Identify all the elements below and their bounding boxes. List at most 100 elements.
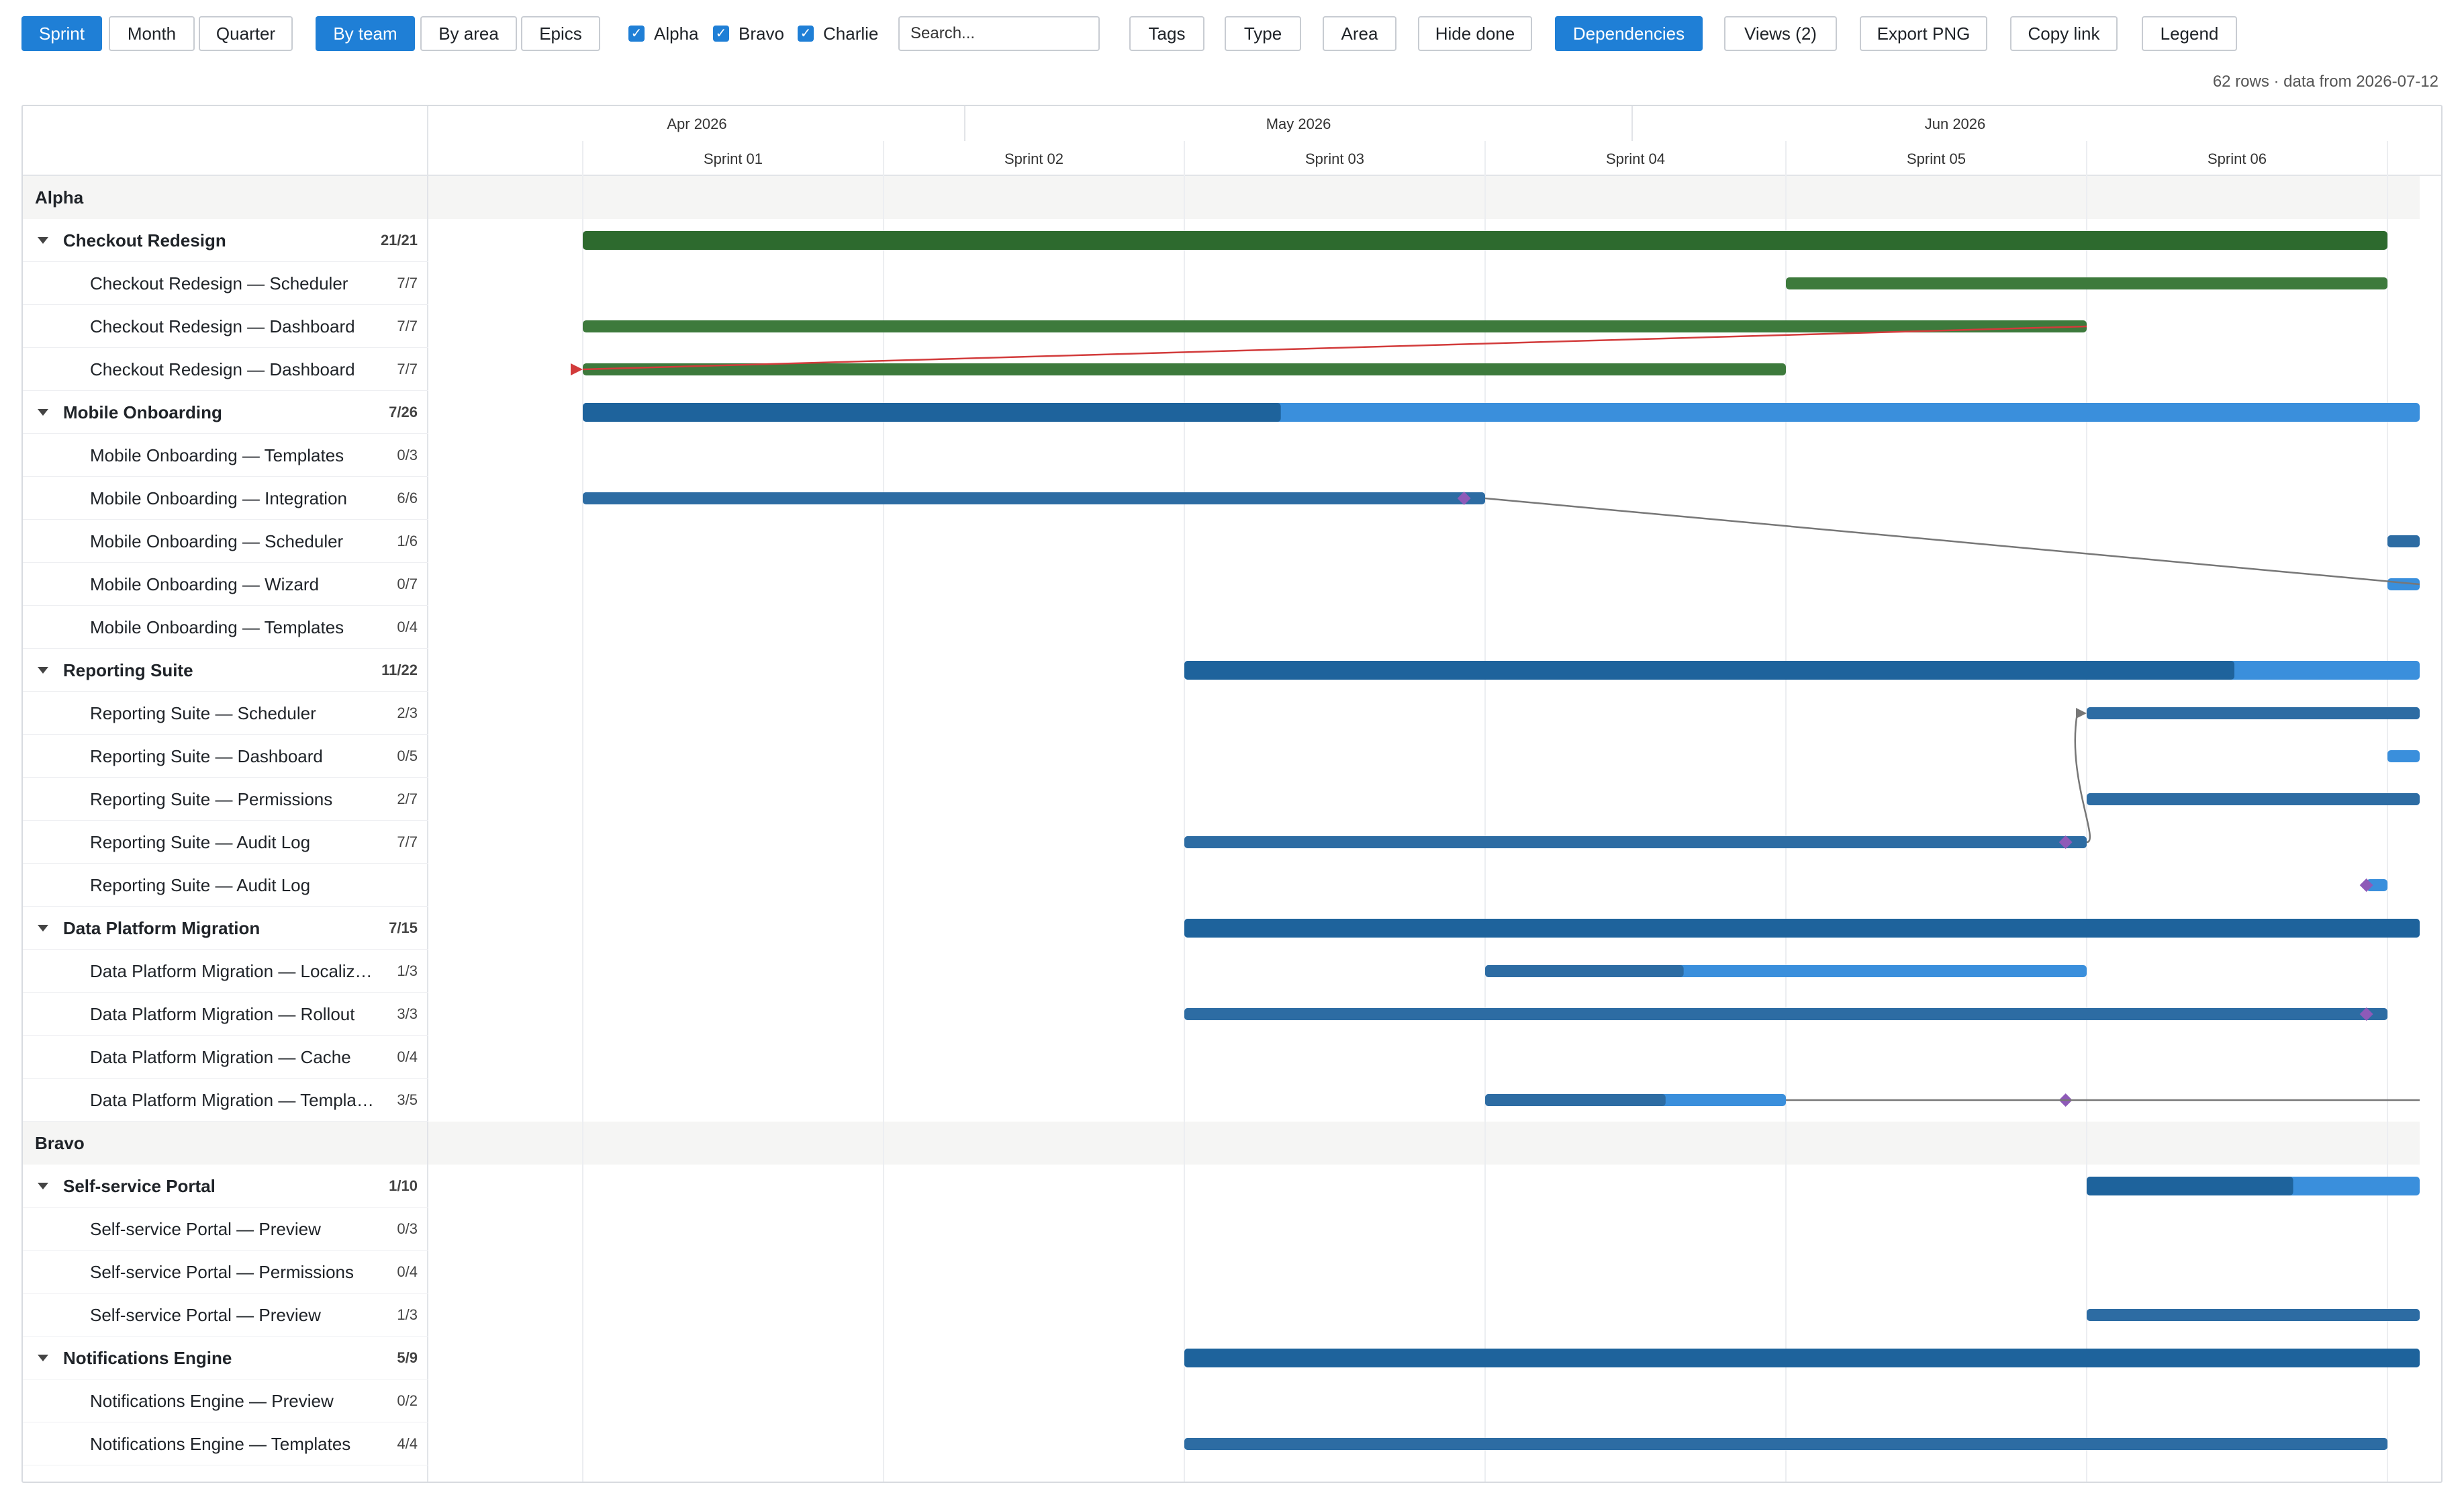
epic-row[interactable]: Self-service Portal 1/10 — [23, 1165, 428, 1208]
epic-row[interactable]: Notifications Engine 5/9 — [23, 1337, 428, 1379]
dependency-arrow-icon — [2076, 708, 2087, 719]
sprint-label: Sprint 06 — [2207, 150, 2267, 167]
task-bar-progress — [1184, 1438, 2387, 1450]
checkbox-check-icon: ✓ — [628, 26, 645, 42]
epic-row[interactable]: Reporting Suite 11/22 — [23, 649, 428, 692]
progress-count: 0/7 — [397, 576, 418, 592]
epic-bar — [583, 231, 2387, 250]
epic-bar-progress — [1184, 661, 2234, 680]
task-row[interactable]: Reporting Suite — Scheduler 2/3 — [23, 692, 428, 735]
sprint-label: Sprint 04 — [1605, 150, 1666, 167]
milestone-diamond-icon — [2359, 878, 2373, 892]
area-filter-button[interactable]: Area — [1323, 16, 1396, 51]
sprint-label: Sprint 01 — [703, 150, 763, 167]
filter-charlie-checkbox[interactable]: ✓ Charlie — [798, 20, 878, 47]
progress-count: 7/15 — [389, 919, 418, 936]
task-row[interactable]: Reporting Suite — Audit Log 7/7 — [23, 821, 428, 864]
filter-alpha-checkbox[interactable]: ✓ Alpha — [628, 20, 699, 47]
task-bar-progress — [1485, 1094, 1666, 1106]
dependency-arrow-icon — [571, 363, 583, 375]
progress-count: 0/4 — [397, 1048, 418, 1065]
group-by-team-button[interactable]: By team — [316, 16, 415, 51]
group-label: Alpha — [35, 187, 84, 208]
export-png-button[interactable]: Export PNG — [1860, 16, 1987, 51]
group-label: Bravo — [35, 1133, 85, 1153]
month-divider — [964, 106, 965, 141]
progress-count: 0/3 — [397, 447, 418, 463]
task-row[interactable]: Checkout Redesign — Dashboard 7/7 — [23, 348, 428, 391]
checkbox-check-icon: ✓ — [798, 26, 814, 42]
group-row-background — [23, 176, 2420, 219]
progress-count: 0/5 — [397, 748, 418, 764]
task-row[interactable]: Data Platform Migration — Cache 0/4 — [23, 1036, 428, 1079]
task-bar — [583, 320, 2087, 332]
filter-alpha-label: Alpha — [654, 23, 699, 44]
progress-count: 0/2 — [397, 1392, 418, 1409]
progress-count: 0/3 — [397, 1220, 418, 1237]
epic-row[interactable]: Data Platform Migration 7/15 — [23, 907, 428, 950]
task-row[interactable]: Mobile Onboarding — Templates 0/4 — [23, 606, 428, 649]
progress-count: 0/4 — [397, 619, 418, 635]
epic-bar-progress — [2087, 1177, 2293, 1195]
collapse-caret-icon[interactable] — [38, 1183, 48, 1189]
copy-link-button[interactable]: Copy link — [2010, 16, 2118, 51]
collapse-caret-icon[interactable] — [38, 667, 48, 674]
scale-sprint-button[interactable]: Sprint — [21, 16, 102, 51]
critical-dependency-line — [582, 325, 2087, 371]
progress-count: 7/7 — [397, 318, 418, 334]
task-bar-progress — [2087, 707, 2420, 719]
task-bar-progress — [1184, 1008, 2387, 1020]
month-label: Jun 2026 — [1924, 116, 1986, 132]
task-bar-progress — [1485, 965, 1684, 977]
dependency-line — [2074, 713, 2091, 844]
task-row[interactable]: Notifications Engine — Preview 0/2 — [23, 1379, 428, 1422]
scale-quarter-button[interactable]: Quarter — [199, 16, 293, 51]
task-row[interactable]: Checkout Redesign — Scheduler 7/7 — [23, 262, 428, 305]
epic-row[interactable]: Mobile Onboarding 7/26 — [23, 391, 428, 434]
task-row[interactable]: Notifications Engine — Templates 4/4 — [23, 1422, 428, 1465]
task-row[interactable]: Mobile Onboarding — Scheduler 1/6 — [23, 520, 428, 563]
task-row[interactable]: Data Platform Migration — Rollout 3/3 — [23, 993, 428, 1036]
type-filter-button[interactable]: Type — [1225, 16, 1301, 51]
task-bar-progress — [1184, 836, 2087, 848]
milestone-diamond-icon — [2058, 835, 2073, 849]
collapse-caret-icon[interactable] — [38, 409, 48, 416]
filter-bravo-checkbox[interactable]: ✓ Bravo — [713, 20, 784, 47]
task-row[interactable]: Self-service Portal — Permissions 0/4 — [23, 1251, 428, 1294]
progress-count: 7/7 — [397, 361, 418, 377]
hide-done-button[interactable]: Hide done — [1418, 16, 1532, 51]
task-row[interactable]: Data Platform Migration — Localiz… 1/3 — [23, 950, 428, 993]
progress-count: 7/7 — [397, 275, 418, 291]
group-epics-button[interactable]: Epics — [521, 16, 600, 51]
collapse-caret-icon[interactable] — [38, 1355, 48, 1361]
progress-count: 0/4 — [397, 1263, 418, 1280]
views-button[interactable]: Views (2) — [1724, 16, 1837, 51]
progress-count: 1/6 — [397, 533, 418, 549]
progress-count: 4/4 — [397, 1435, 418, 1452]
toolbar: Sprint Month Quarter By team By area Epi… — [0, 0, 2464, 67]
task-row[interactable]: Reporting Suite — Audit Log — [23, 864, 428, 907]
task-row[interactable]: Reporting Suite — Dashboard 0/5 — [23, 735, 428, 778]
epic-row[interactable]: Checkout Redesign 21/21 — [23, 219, 428, 262]
tags-filter-button[interactable]: Tags — [1129, 16, 1204, 51]
task-row[interactable]: Checkout Redesign — Dashboard 7/7 — [23, 305, 428, 348]
dependencies-toggle-button[interactable]: Dependencies — [1555, 16, 1703, 51]
legend-button[interactable]: Legend — [2142, 16, 2237, 51]
collapse-caret-icon[interactable] — [38, 925, 48, 932]
collapse-caret-icon[interactable] — [38, 237, 48, 244]
group-row-background — [23, 1122, 2420, 1165]
task-row[interactable]: Data Platform Migration — Templa… 3/5 — [23, 1079, 428, 1122]
task-row[interactable]: Self-service Portal — Preview 0/3 — [23, 1208, 428, 1251]
search-input[interactable] — [898, 16, 1100, 51]
task-bar-progress — [2087, 1309, 2420, 1321]
sprint-label: Sprint 03 — [1305, 150, 1365, 167]
task-row[interactable]: Self-service Portal — Preview 1/3 — [23, 1294, 428, 1337]
month-label: Apr 2026 — [667, 116, 727, 132]
sprint-label: Sprint 05 — [1906, 150, 1967, 167]
task-row[interactable]: Mobile Onboarding — Templates 0/3 — [23, 434, 428, 477]
scale-month-button[interactable]: Month — [109, 16, 195, 51]
task-row[interactable]: Mobile Onboarding — Integration 6/6 — [23, 477, 428, 520]
task-row[interactable]: Mobile Onboarding — Wizard 0/7 — [23, 563, 428, 606]
task-row[interactable]: Reporting Suite — Permissions 2/7 — [23, 778, 428, 821]
group-by-area-button[interactable]: By area — [420, 16, 517, 51]
